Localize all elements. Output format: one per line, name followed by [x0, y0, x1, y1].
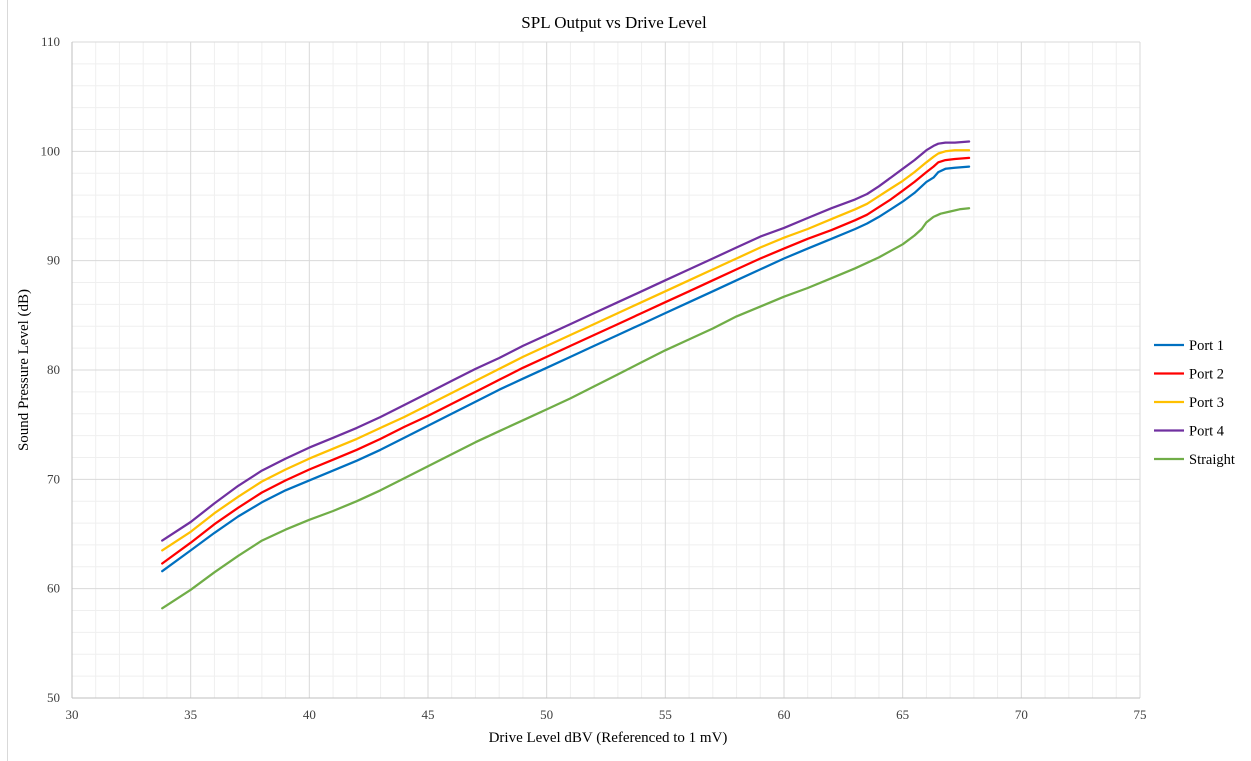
y-tick-label: 50: [47, 690, 60, 705]
x-tick-label: 70: [1015, 707, 1028, 722]
major-gridlines: [72, 41, 1141, 698]
axes: [71, 42, 1140, 699]
legend-label-port-2: Port 2: [1189, 367, 1224, 383]
series-line-port-1: [161, 165, 971, 573]
x-axis-title: Drive Level dBV (Referenced to 1 mV): [489, 730, 728, 746]
x-tick-label: 60: [778, 707, 791, 722]
y-tick-label: 70: [47, 471, 60, 486]
x-tick-label: 55: [659, 707, 672, 722]
y-tick-label: 90: [47, 253, 60, 268]
legend-label-port-3: Port 3: [1189, 395, 1224, 411]
chart-title: SPL Output vs Drive Level: [521, 13, 707, 32]
y-tick-label: 80: [47, 362, 60, 377]
x-tick-label: 30: [66, 707, 79, 722]
series-line-port-4: [161, 140, 971, 542]
y-axis-title: Sound Pressure Level (dB): [16, 289, 32, 451]
x-tick-label: 45: [422, 707, 435, 722]
series-line-straight: [161, 207, 971, 610]
y-tick-label: 100: [41, 143, 61, 158]
legend: Port 1 Port 2 Port 3 Port 4 Straight: [1154, 338, 1235, 468]
series-lines: [161, 140, 971, 610]
y-tick-label: 60: [47, 581, 60, 596]
legend-label-port-4: Port 4: [1189, 424, 1225, 440]
x-tick-label: 65: [896, 707, 909, 722]
x-tick-label: 35: [184, 707, 197, 722]
legend-label-port-1: Port 1: [1189, 338, 1224, 354]
legend-label-straight: Straight: [1189, 452, 1235, 468]
x-tick-label: 75: [1134, 707, 1147, 722]
chart-frame: [7, 0, 1251, 761]
y-tick-label: 110: [41, 34, 60, 49]
y-axis-tick-labels: 50 60 70 80 90 100 110: [41, 34, 61, 705]
series-line-port-3: [161, 149, 971, 552]
x-axis-tick-labels: 30 35 40 45 50 55 60 65 70 75: [66, 707, 1147, 722]
x-tick-label: 40: [303, 707, 316, 722]
x-tick-label: 50: [540, 707, 553, 722]
series-line-port-2: [161, 156, 971, 565]
